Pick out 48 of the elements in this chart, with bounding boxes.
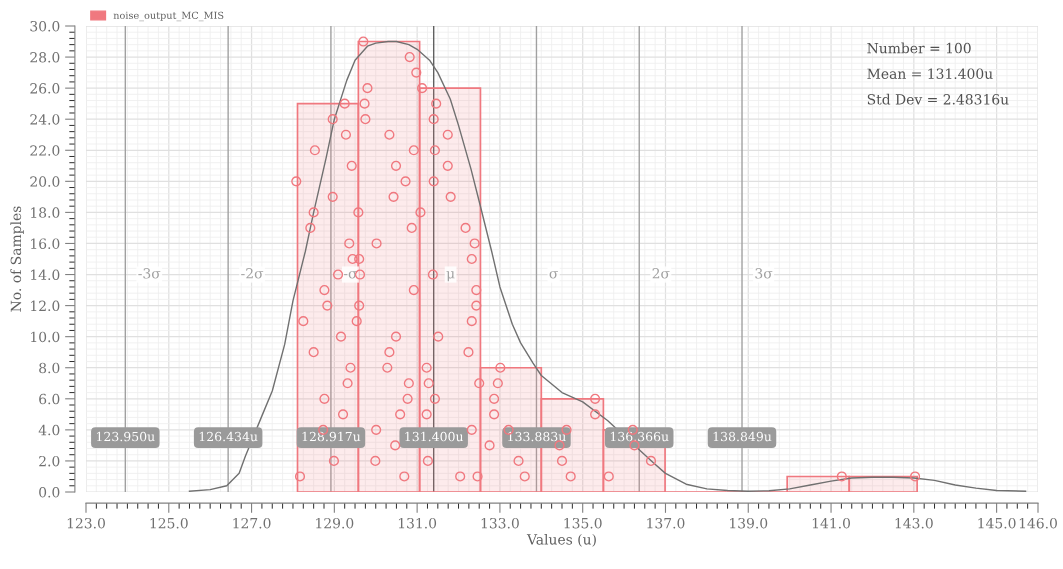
ref-line-label: 133.883u [508, 431, 566, 442]
ref-line-label: 126.434u [199, 431, 258, 442]
legend-label: noise_output_MC_MIS [113, 11, 224, 22]
y-tick-label: 30.0 [30, 20, 60, 32]
x-tick-label: 145.0 [978, 517, 1016, 529]
y-tick-label: 22.0 [30, 145, 60, 156]
x-tick-label: 143.0 [895, 517, 933, 529]
y-axis-title: No. of Samples [10, 206, 24, 312]
x-tick-label: 127.0 [233, 517, 271, 529]
ref-line-label: 136.366u [610, 431, 669, 442]
annotation: Mean = 131.400u [867, 68, 993, 79]
x-axis-title: Values (u) [526, 533, 596, 547]
y-tick-label: 16.0 [31, 238, 60, 249]
x-tick-label: 141.0 [812, 517, 850, 529]
y-tick-label: 24.0 [30, 114, 60, 125]
annotation: σ [549, 271, 558, 279]
y-tick-label: 4.0 [38, 424, 60, 436]
y-tick-label: 6.0 [39, 393, 60, 405]
y-tick-label: 26.0 [30, 83, 60, 94]
x-tick-label: 123.0 [67, 517, 105, 529]
ref-line-label: 123.950u [96, 431, 155, 442]
x-tick-label: 125.0 [150, 517, 188, 529]
y-tick-label: 14.0 [31, 269, 60, 281]
x-tick-label: 133.0 [481, 517, 519, 529]
x-tick-label: 139.0 [730, 517, 768, 529]
ref-line-label: 128.917u [302, 431, 361, 442]
annotation: -2σ [241, 268, 264, 279]
annotation: Number = 100 [867, 42, 971, 54]
annotation: 2σ [652, 268, 670, 279]
x-tick-label: 135.0 [564, 517, 602, 529]
annotation: -3σ [138, 268, 161, 279]
x-tick-label: 129.0 [316, 517, 354, 529]
annotation: Std Dev = 2.48316u [867, 93, 1009, 105]
y-tick-label: 10.0 [31, 331, 60, 343]
x-tick-label: 131.0 [398, 517, 437, 529]
y-tick-label: 28.0 [30, 52, 60, 63]
annotation: μ [446, 271, 455, 282]
y-tick-label: 0.0 [39, 486, 60, 498]
y-tick-label: 8.0 [39, 362, 60, 374]
x-tick-label: 137.0 [647, 517, 685, 529]
ref-line-label: 131.400u [405, 431, 464, 442]
y-tick-label: 20.0 [30, 176, 60, 187]
y-tick-label: 12.0 [31, 300, 60, 312]
y-tick-label: 18.0 [31, 207, 60, 218]
ref-line-label: 138.849u [713, 431, 772, 442]
x-tick-label: 146.0 [1019, 517, 1057, 529]
annotation: 3σ [755, 268, 773, 279]
y-tick-label: 2.0 [39, 455, 60, 467]
